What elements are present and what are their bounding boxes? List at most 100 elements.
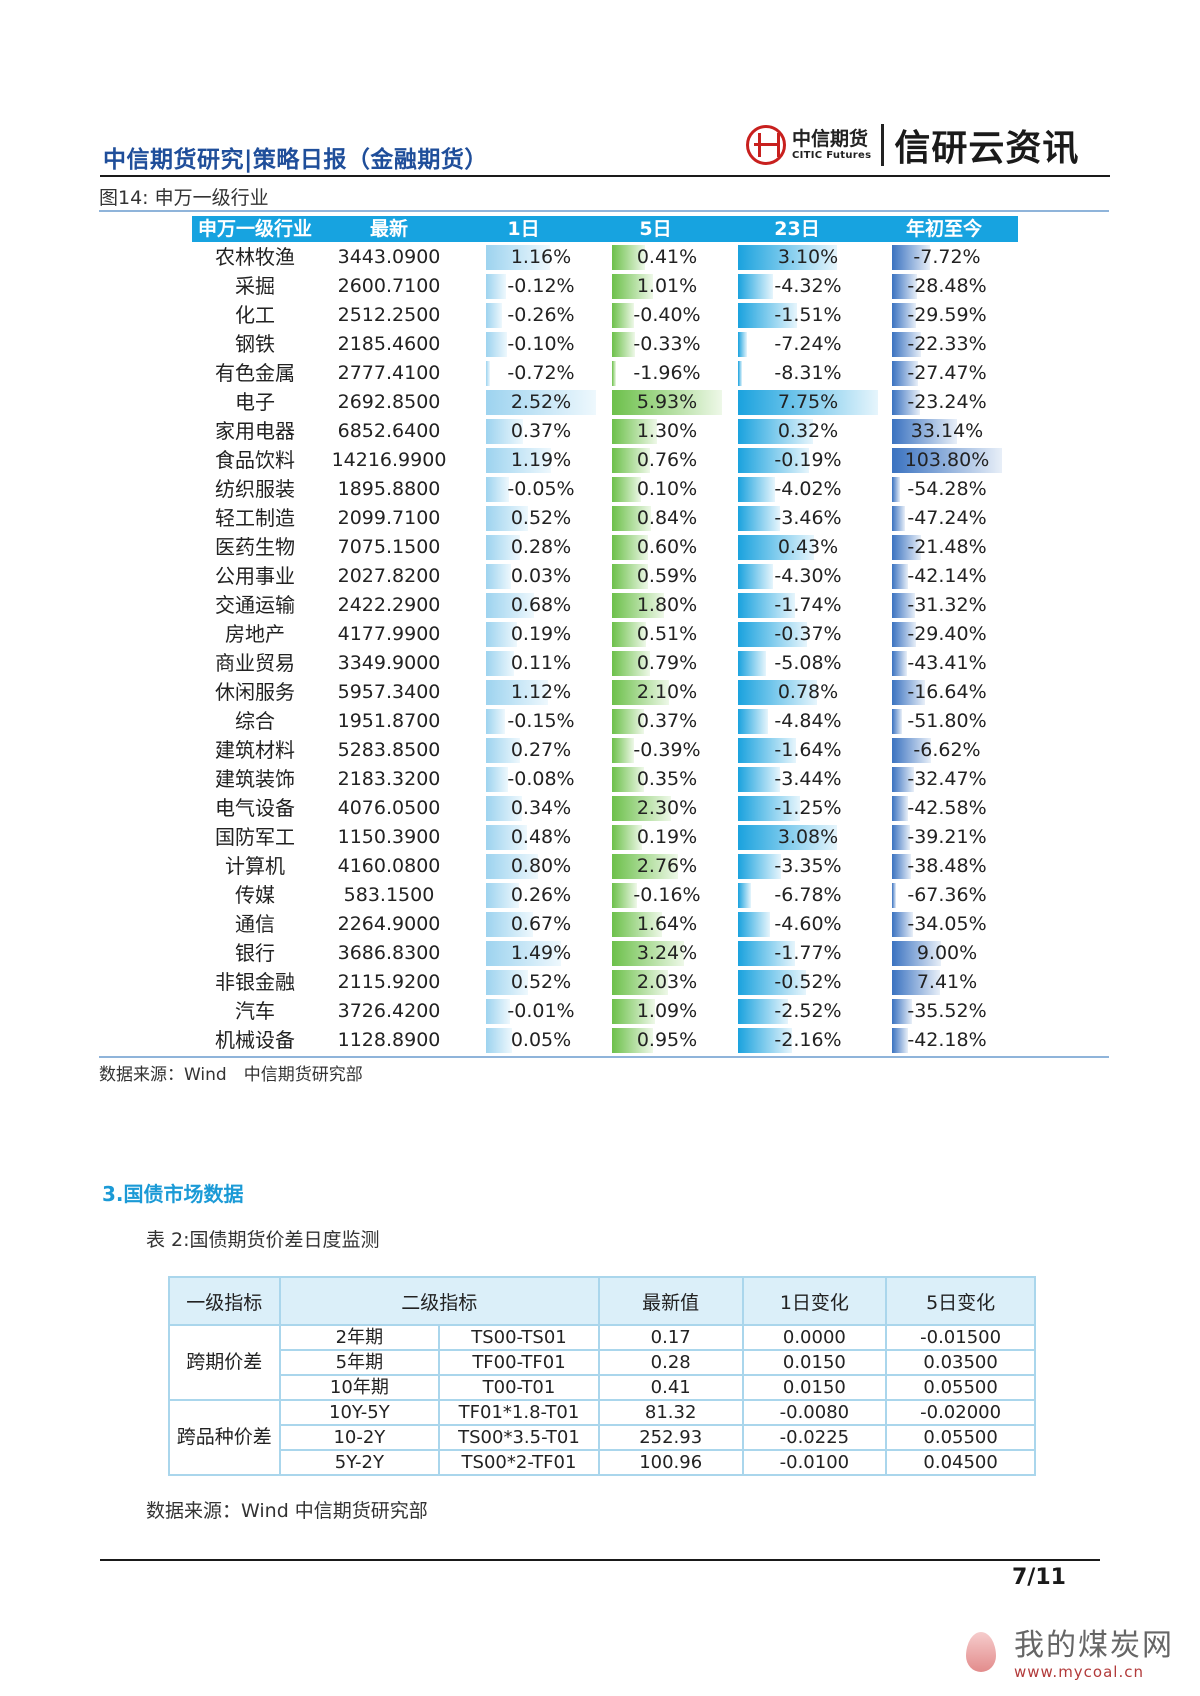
table-row: 纺织服装 1895.8800 -0.05% 0.10% -4.02% -54.28%	[192, 475, 1018, 504]
change-1d-cell: -0.0100	[741, 1449, 888, 1476]
change-1d-cell: -0.0080	[741, 1399, 888, 1426]
change-value: 1.09%	[636, 1000, 698, 1022]
latest-value: 4177.9900	[337, 623, 441, 645]
change-d23-cell: 0.32%	[738, 419, 878, 444]
data-bar	[486, 796, 522, 821]
change-d23-cell: -1.77%	[738, 941, 878, 966]
change-d1-cell: -0.26%	[486, 303, 596, 328]
industry-name: 采掘	[235, 274, 275, 298]
change-d5-cell: 0.10%	[612, 477, 722, 502]
latest-value: 1895.8800	[337, 478, 441, 500]
industry-table-body: 农林牧渔 3443.0900 1.16% 0.41% 3.10% -7.72% 采掘 2600…	[192, 243, 1018, 1055]
data-bar	[486, 854, 538, 879]
change-d23-cell: 0.43%	[738, 535, 878, 560]
data-bar	[486, 448, 551, 473]
group-label: 跨品种价差	[168, 1399, 281, 1476]
figure-bottom-rule	[99, 1056, 1109, 1058]
data-bar	[738, 390, 878, 415]
contract-cell: TS00-TS01	[438, 1324, 600, 1351]
header-5d: 5日	[639, 218, 672, 240]
data-bar	[892, 883, 896, 908]
tenor-cell: 5Y-2Y	[278, 1449, 441, 1476]
change-value: 0.32%	[777, 420, 839, 442]
change-value: 0.19%	[636, 826, 698, 848]
industry-name: 有色金属	[215, 361, 295, 385]
change-value: -1.64%	[774, 739, 842, 761]
change-d23-cell: -4.30%	[738, 564, 878, 589]
data-bar	[738, 506, 780, 531]
change-value: 1.49%	[510, 942, 572, 964]
change-value: -2.52%	[774, 1000, 842, 1022]
change-d5-cell: 1.09%	[612, 999, 722, 1024]
change-d5-cell: 0.37%	[612, 709, 722, 734]
change-d1-cell: 0.11%	[486, 651, 596, 676]
change-value: -51.80%	[907, 710, 987, 732]
change-ytd-cell: -43.41%	[892, 651, 1002, 676]
change-value: 0.60%	[636, 536, 698, 558]
data-bar	[892, 680, 925, 705]
data-bar	[612, 796, 671, 821]
change-value: 0.26%	[510, 884, 572, 906]
change-d23-cell: -8.31%	[738, 361, 878, 386]
table-row: 房地产 4177.9900 0.19% 0.51% -0.37% -29.40%	[192, 620, 1018, 649]
change-d5-cell: 0.19%	[612, 825, 722, 850]
change-value: 0.28%	[510, 536, 572, 558]
table-row: 跨品种价差 10Y-5Y TF01*1.8-T01 81.32 -0.0080 …	[168, 1399, 1036, 1476]
data-bar	[486, 1028, 512, 1053]
latest-value: 3443.0900	[337, 246, 441, 268]
change-d1-cell: 1.19%	[486, 448, 596, 473]
header-latest-value: 最新值	[597, 1276, 744, 1326]
logo-en: CITIC Futures	[792, 149, 872, 161]
data-bar	[738, 680, 817, 705]
data-bar	[486, 970, 528, 995]
change-value: -3.35%	[774, 855, 842, 877]
latest-cell: 0.41	[597, 1374, 744, 1401]
data-bar	[892, 477, 900, 502]
change-d23-cell: -3.35%	[738, 854, 878, 879]
data-bar	[612, 390, 722, 415]
data-bar	[892, 622, 916, 647]
change-value: 3.08%	[777, 826, 839, 848]
table-row: 家用电器 6852.6400 0.37% 1.30% 0.32% 33.14%	[192, 417, 1018, 446]
latest-value: 2512.2500	[337, 304, 441, 326]
watermark-cn: 我的煤炭网	[1014, 1628, 1174, 1664]
industry-name: 机械设备	[215, 1028, 295, 1052]
data-bar	[738, 535, 814, 560]
change-ytd-cell: -39.21%	[892, 825, 1002, 850]
change-1d-cell: 0.0150	[741, 1349, 888, 1376]
data-bar	[486, 999, 510, 1024]
change-value: -16.64%	[907, 681, 987, 703]
data-bar	[612, 970, 668, 995]
change-value: -0.26%	[507, 304, 575, 326]
change-value: 0.79%	[636, 652, 698, 674]
change-value: 0.10%	[636, 478, 698, 500]
industry-name: 传媒	[235, 883, 275, 907]
contract-cell: T00-T01	[438, 1374, 600, 1401]
change-d1-cell: 2.52%	[486, 390, 596, 415]
change-value: 9.00%	[916, 942, 978, 964]
change-d5-cell: 1.64%	[612, 912, 722, 937]
change-value: 1.19%	[510, 449, 572, 471]
data-bar	[612, 1028, 653, 1053]
change-d23-cell: -2.16%	[738, 1028, 878, 1053]
industry-name: 家用电器	[215, 419, 295, 443]
logo-divider	[881, 124, 885, 166]
tenor-cell: 2年期	[278, 1324, 441, 1351]
change-d1-cell: 0.27%	[486, 738, 596, 763]
table-row: 食品饮料 14216.9900 1.19% 0.76% -0.19% 103.80%	[192, 446, 1018, 475]
data-bar	[612, 332, 635, 357]
change-d23-cell: -6.78%	[738, 883, 878, 908]
watermark-text: 我的煤炭网 www.mycoal.cn	[1014, 1629, 1174, 1681]
change-value: -54.28%	[907, 478, 987, 500]
latest-value: 2264.9000	[337, 913, 441, 935]
change-ytd-cell: -32.47%	[892, 767, 1002, 792]
spread-table-header-row: 一级指标 二级指标 最新值 1日变化 5日变化	[168, 1276, 1036, 1326]
change-d5-cell: 2.30%	[612, 796, 722, 821]
change-d23-cell: -4.32%	[738, 274, 878, 299]
change-d23-cell: 3.08%	[738, 825, 878, 850]
data-bar	[892, 593, 915, 618]
change-d1-cell: 0.19%	[486, 622, 596, 647]
change-value: 7.75%	[777, 391, 839, 413]
change-d1-cell: 0.26%	[486, 883, 596, 908]
change-value: -47.24%	[907, 507, 987, 529]
